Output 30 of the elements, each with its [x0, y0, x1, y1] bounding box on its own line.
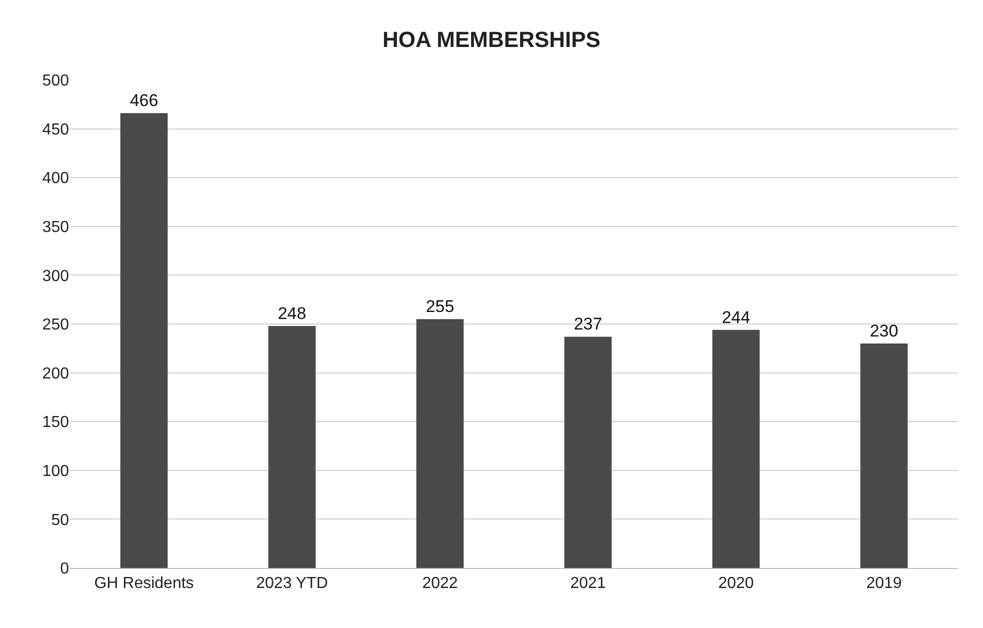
- bar: [712, 330, 760, 568]
- x-tick-label: GH Residents: [94, 575, 194, 592]
- y-tick-label: 350: [42, 219, 70, 236]
- data-label: 255: [426, 297, 454, 316]
- x-tick-label: 2022: [422, 575, 458, 592]
- y-tick-label: 400: [42, 170, 70, 188]
- data-label: 237: [574, 314, 602, 334]
- y-tick-label: 50: [51, 512, 70, 529]
- y-tick-label: 150: [42, 414, 70, 432]
- y-tick-label: 0: [60, 560, 70, 578]
- y-tick-label: 100: [42, 463, 70, 480]
- y-tick-label: 500: [42, 72, 70, 90]
- y-tick-label: 200: [42, 365, 70, 382]
- data-label: 248: [278, 304, 306, 323]
- bar: [416, 319, 464, 568]
- y-tick-label: 250: [42, 316, 70, 334]
- bar: [564, 336, 612, 568]
- x-tick-label: 2020: [718, 575, 754, 592]
- bar: [860, 344, 908, 568]
- x-tick-label: 2019: [866, 575, 902, 592]
- data-label: 230: [870, 322, 898, 341]
- x-tick-label: 2023 YTD: [256, 575, 328, 592]
- x-tick-label: 2021: [570, 575, 606, 592]
- data-label: 244: [722, 308, 750, 327]
- bar: [120, 113, 168, 568]
- chart-title: HOA MEMBERSHIPS: [382, 26, 600, 52]
- bar: [268, 326, 316, 568]
- y-tick-label: 300: [42, 268, 70, 285]
- data-label: 466: [130, 91, 158, 110]
- y-tick-label: 450: [42, 121, 70, 138]
